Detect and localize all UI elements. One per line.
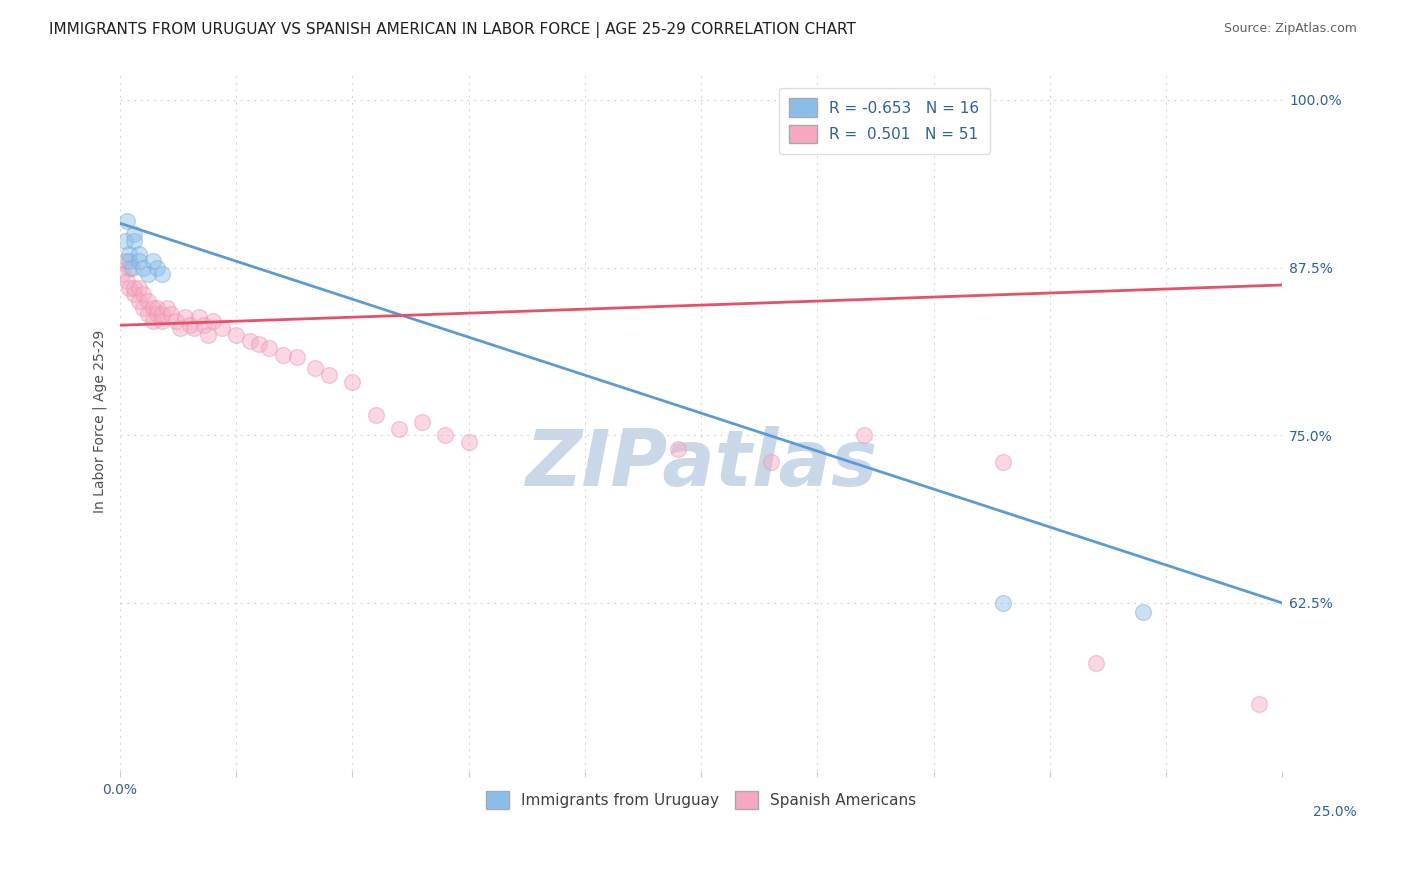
Point bbox=[142, 301, 165, 315]
Point bbox=[225, 327, 247, 342]
Point bbox=[239, 334, 262, 349]
Point bbox=[122, 280, 145, 294]
Point bbox=[114, 234, 136, 248]
Point bbox=[121, 260, 143, 275]
Point bbox=[132, 260, 155, 275]
Point bbox=[114, 253, 136, 268]
Point bbox=[457, 434, 479, 449]
Point bbox=[118, 260, 141, 275]
Point bbox=[146, 308, 169, 322]
Point bbox=[1247, 697, 1270, 711]
Point bbox=[304, 361, 326, 376]
Point bbox=[197, 327, 219, 342]
Point bbox=[388, 421, 411, 435]
Point bbox=[128, 253, 150, 268]
Point bbox=[411, 415, 433, 429]
Point bbox=[434, 428, 457, 442]
Point bbox=[146, 260, 169, 275]
Point bbox=[142, 314, 165, 328]
Point bbox=[136, 308, 159, 322]
Point bbox=[342, 375, 364, 389]
Point bbox=[136, 267, 159, 281]
Point bbox=[852, 428, 875, 442]
Point bbox=[993, 455, 1015, 469]
Point bbox=[132, 301, 155, 315]
Point bbox=[201, 314, 224, 328]
Point bbox=[285, 351, 308, 365]
Text: 25.0%: 25.0% bbox=[1313, 805, 1357, 819]
Point bbox=[1085, 657, 1108, 671]
Point bbox=[150, 267, 173, 281]
Point bbox=[142, 253, 165, 268]
Point bbox=[118, 280, 141, 294]
Point bbox=[257, 341, 280, 355]
Point bbox=[183, 321, 205, 335]
Point bbox=[132, 287, 155, 301]
Legend: Immigrants from Uruguay, Spanish Americans: Immigrants from Uruguay, Spanish America… bbox=[481, 784, 922, 815]
Point bbox=[118, 247, 141, 261]
Point bbox=[122, 287, 145, 301]
Point bbox=[128, 280, 150, 294]
Point bbox=[118, 253, 141, 268]
Point bbox=[128, 294, 150, 309]
Point bbox=[271, 348, 294, 362]
Point bbox=[115, 213, 138, 227]
Text: ZIPatlas: ZIPatlas bbox=[524, 425, 877, 501]
Point bbox=[759, 455, 782, 469]
Point bbox=[179, 318, 201, 333]
Point bbox=[150, 308, 173, 322]
Point bbox=[122, 227, 145, 241]
Point bbox=[111, 267, 134, 281]
Y-axis label: In Labor Force | Age 25-29: In Labor Force | Age 25-29 bbox=[93, 330, 107, 514]
Point bbox=[115, 274, 138, 288]
Point bbox=[666, 442, 689, 456]
Point bbox=[211, 321, 233, 335]
Point bbox=[364, 408, 387, 422]
Point bbox=[165, 314, 187, 328]
Text: IMMIGRANTS FROM URUGUAY VS SPANISH AMERICAN IN LABOR FORCE | AGE 25-29 CORRELATI: IMMIGRANTS FROM URUGUAY VS SPANISH AMERI… bbox=[49, 22, 856, 38]
Point bbox=[174, 310, 197, 325]
Point bbox=[249, 337, 271, 351]
Point bbox=[993, 596, 1015, 610]
Point bbox=[1132, 606, 1154, 620]
Point bbox=[128, 247, 150, 261]
Point bbox=[155, 301, 177, 315]
Point bbox=[318, 368, 340, 382]
Point bbox=[150, 314, 173, 328]
Text: Source: ZipAtlas.com: Source: ZipAtlas.com bbox=[1223, 22, 1357, 36]
Point bbox=[193, 318, 215, 333]
Point bbox=[169, 321, 191, 335]
Point bbox=[146, 301, 169, 315]
Point bbox=[160, 308, 183, 322]
Point bbox=[188, 310, 211, 325]
Point bbox=[122, 234, 145, 248]
Point bbox=[136, 294, 159, 309]
